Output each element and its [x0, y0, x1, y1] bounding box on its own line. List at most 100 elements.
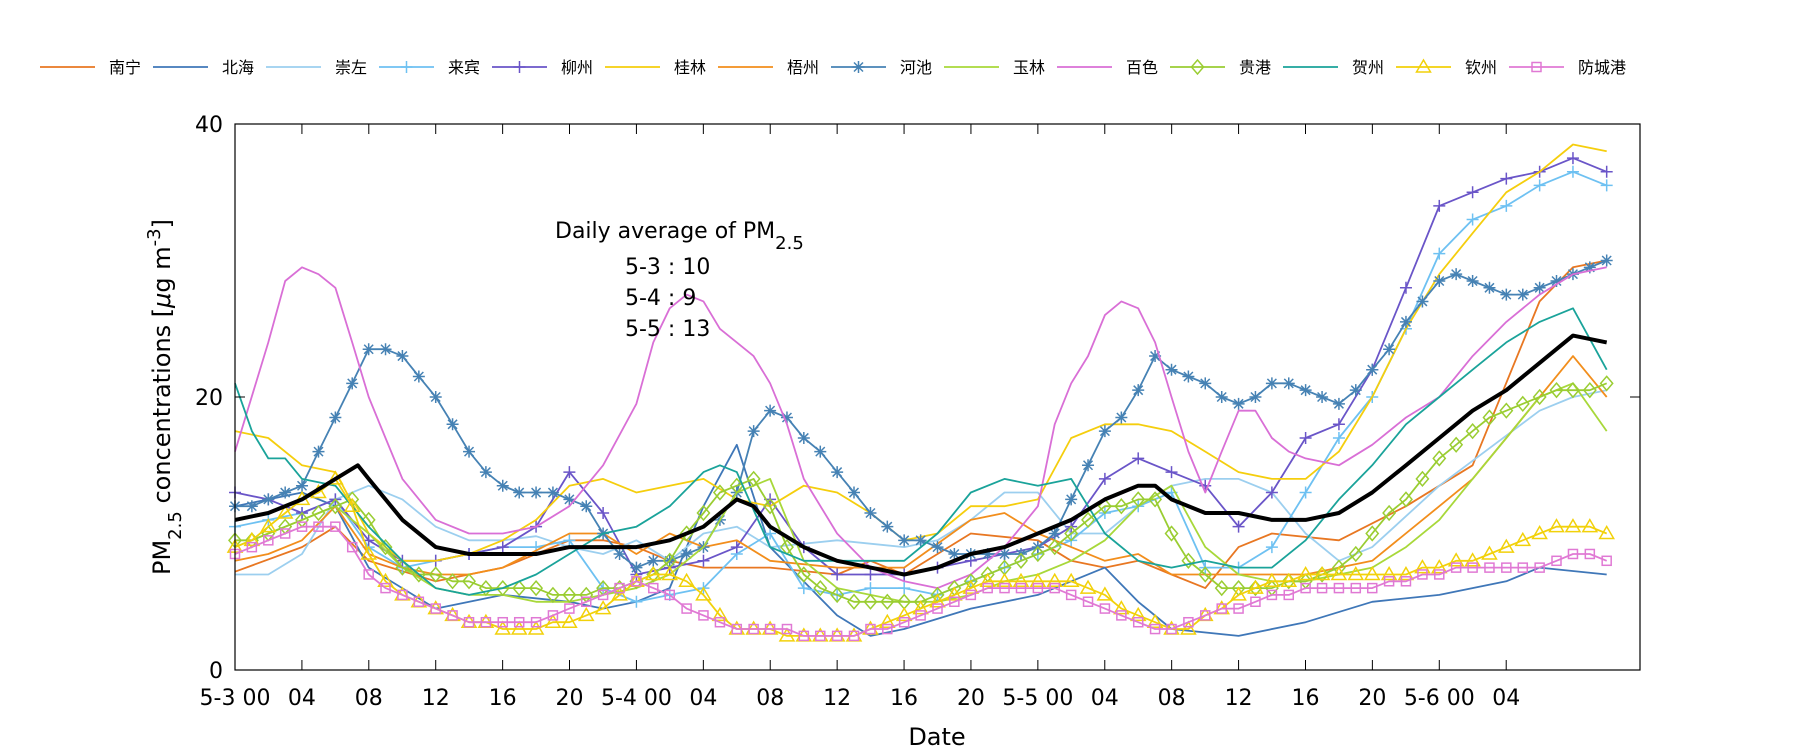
data-point	[1498, 538, 1515, 553]
data-point	[360, 545, 377, 560]
data-point	[1500, 172, 1513, 185]
data-point	[747, 425, 760, 438]
x-tick-label: 20	[1358, 686, 1386, 711]
data-point	[1282, 377, 1295, 390]
data-point	[1149, 350, 1162, 363]
data-point	[313, 521, 324, 532]
data-point	[1263, 572, 1281, 588]
data-point	[395, 559, 410, 576]
data-point	[1265, 541, 1278, 554]
data-point	[1215, 391, 1228, 403]
data-point	[1266, 589, 1278, 601]
x-tick-label: 16	[489, 686, 517, 711]
data-point	[664, 589, 675, 601]
data-point	[1099, 603, 1111, 614]
legend-label: 崇左	[335, 58, 367, 77]
data-point	[479, 466, 492, 479]
data-point	[1315, 566, 1330, 583]
data-point	[362, 343, 375, 356]
data-point	[1484, 562, 1495, 573]
data-point	[279, 528, 291, 539]
data-point	[831, 568, 844, 581]
data-point	[1082, 596, 1094, 607]
legend-label: 来宾	[448, 58, 480, 77]
data-point	[730, 541, 743, 554]
data-point	[530, 486, 543, 499]
data-point	[1399, 315, 1412, 328]
data-point	[497, 616, 509, 628]
data-point	[1283, 589, 1294, 601]
data-point	[996, 572, 1013, 588]
data-point	[1200, 610, 1211, 621]
y-tick-label: 20	[195, 386, 223, 411]
data-point	[831, 630, 843, 642]
data-point	[1380, 565, 1398, 581]
data-point	[429, 391, 442, 403]
data-point	[296, 479, 309, 492]
series-line	[234, 266, 1607, 589]
data-point	[1399, 281, 1412, 294]
axes: 0 20 40 5-3 00 04 08 12 16 20 5-4 00 04 08 12 16 20 5-5…	[195, 113, 1640, 711]
legend-label: 贺州	[1352, 58, 1384, 77]
data-point	[1466, 213, 1479, 226]
data-point	[1032, 582, 1044, 594]
data-point	[363, 569, 374, 580]
data-point	[1113, 600, 1130, 615]
data-point	[1165, 466, 1178, 479]
data-point	[581, 596, 592, 607]
legend-label: 桂林	[674, 58, 706, 77]
series-line	[235, 389, 1607, 576]
data-point	[594, 600, 612, 615]
data-point	[1467, 562, 1478, 573]
data-point	[1348, 545, 1363, 563]
data-point	[714, 616, 726, 628]
y-tick-label: 40	[195, 113, 223, 138]
data-point	[764, 404, 777, 417]
data-point	[781, 623, 793, 635]
data-point	[480, 616, 492, 628]
legend-item: 柳州	[492, 58, 593, 77]
data-point	[1065, 589, 1077, 601]
series-line	[234, 157, 1608, 576]
data-point	[865, 623, 876, 635]
legend-item: 来宾	[379, 58, 480, 77]
data-point	[780, 411, 793, 424]
legend-label: 南宁	[109, 58, 141, 77]
data-point	[1515, 395, 1530, 412]
data-point	[1146, 613, 1164, 628]
data-point	[1382, 504, 1397, 522]
x-tick-label: 5-3 00	[200, 686, 271, 711]
data-point	[1566, 165, 1579, 178]
data-point	[914, 534, 927, 547]
data-point	[397, 589, 408, 601]
data-point	[797, 582, 810, 595]
data-point	[929, 593, 946, 608]
data-point	[1499, 402, 1514, 419]
legend-item: 钦州	[1396, 58, 1497, 77]
data-point	[1299, 384, 1312, 397]
data-point	[329, 411, 342, 424]
data-point	[698, 610, 709, 621]
legend-item: 崇左	[266, 58, 367, 77]
data-point	[1430, 559, 1448, 574]
legend-label: 贵港	[1239, 58, 1271, 77]
data-point	[1316, 391, 1329, 403]
data-point	[1531, 525, 1548, 540]
series-line	[234, 525, 1608, 637]
data-point	[529, 579, 544, 597]
data-point	[981, 547, 994, 560]
data-point	[1366, 363, 1379, 376]
data-point	[614, 582, 625, 594]
data-point	[1414, 559, 1431, 574]
data-point	[864, 568, 877, 581]
data-point	[932, 603, 943, 614]
data-point	[1500, 288, 1513, 301]
data-point	[813, 579, 828, 597]
data-point	[1564, 518, 1582, 533]
data-point	[1313, 565, 1331, 581]
x-tick-label: 04	[689, 686, 717, 711]
data-point	[563, 466, 576, 479]
data-point	[1247, 579, 1264, 594]
data-point	[1481, 545, 1498, 560]
data-point	[1232, 397, 1245, 410]
